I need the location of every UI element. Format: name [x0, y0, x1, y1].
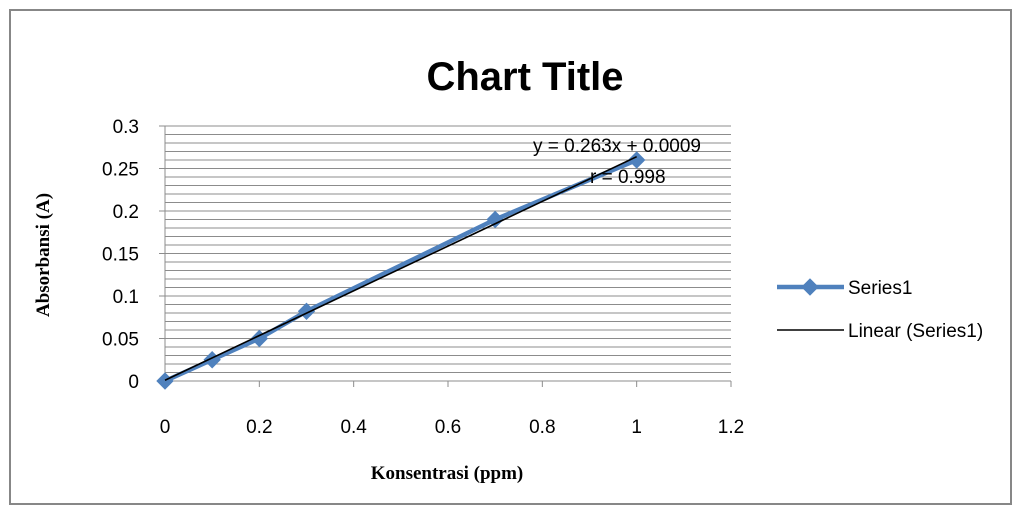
trendline	[164, 155, 638, 381]
legend-series1-marker	[801, 278, 819, 296]
x-tick-label: 0.2	[246, 417, 272, 438]
data-point-marker	[627, 151, 646, 169]
x-tick-label: 0.8	[529, 417, 555, 438]
x-axis-title: Konsentrasi (ppm)	[371, 463, 524, 484]
x-tick-label: 0.6	[435, 417, 461, 438]
y-tick-label: 0.15	[102, 245, 139, 266]
gridlines	[165, 125, 731, 373]
r-value-label: r = 0.998	[590, 167, 666, 188]
data-point-marker	[156, 372, 174, 390]
x-tick-label: 1.2	[718, 417, 744, 438]
y-tick-labels: 0 0.05 0.1 0.15 0.2 0.25 0.3	[102, 117, 139, 393]
y-tick-label: 0	[128, 372, 139, 393]
x-tick-labels: 0 0.2 0.4 0.6 0.8 1 1.2	[160, 417, 745, 438]
x-tick-label: 1	[631, 417, 642, 438]
legend-trendline-label: Linear (Series1)	[848, 321, 983, 342]
chart-frame	[9, 9, 1012, 505]
x-tick-label: 0.4	[340, 417, 367, 438]
axes	[159, 125, 732, 387]
chart-title: Chart Title	[426, 55, 623, 99]
y-axis-title: Absorbansi (A)	[33, 193, 54, 317]
data-point-marker	[486, 210, 504, 229]
y-tick-label: 0.05	[102, 330, 139, 351]
legend-series1-label: Series1	[848, 278, 912, 299]
trendline-group	[164, 155, 638, 381]
legend: Series1 Linear (Series1)	[777, 278, 983, 342]
data-point-marker	[203, 351, 221, 369]
trendline-equation: y = 0.263x + 0.0009	[533, 136, 701, 157]
x-tick-label: 0	[160, 417, 171, 438]
y-tick-label: 0.3	[113, 117, 139, 138]
y-tick-label: 0.25	[102, 160, 139, 181]
y-tick-label: 0.2	[113, 202, 139, 223]
y-tick-label: 0.1	[113, 287, 139, 308]
